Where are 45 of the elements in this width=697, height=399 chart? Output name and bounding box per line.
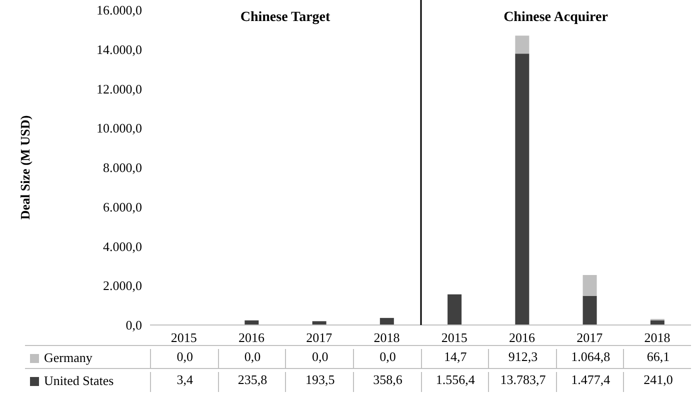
y-tick-label: 8.000,0 <box>103 160 142 176</box>
y-tick-label: 12.000,0 <box>96 81 142 96</box>
x-tick-label: 2017 <box>576 330 604 346</box>
y-tick-label: 14.000,0 <box>96 42 142 57</box>
legend-label: Germany <box>44 350 92 366</box>
y-tick-label: 6.000,0 <box>103 199 142 214</box>
bar <box>380 318 394 325</box>
legend-label: United States <box>44 373 114 389</box>
bar <box>515 36 530 54</box>
bar <box>582 274 597 296</box>
data-label: 0,0 <box>352 349 422 369</box>
x-tick-label: 2016 <box>238 330 265 346</box>
x-tick-label: 2015 <box>441 330 468 346</box>
data-label: 193,5 <box>285 372 354 392</box>
data-label: 1.064,8 <box>556 349 624 369</box>
y-tick-label: 4.000,0 <box>103 238 142 254</box>
data-label: 241,0 <box>623 372 692 392</box>
data-label: 0,0 <box>218 349 286 369</box>
data-label: 912,3 <box>488 349 557 369</box>
y-tick-label: 16.000,0 <box>96 2 142 18</box>
x-tick-label: 2018 <box>374 330 400 346</box>
annotation: Chinese Acquirer <box>502 10 609 26</box>
data-label: 235,8 <box>218 372 286 392</box>
data-label: 0,0 <box>285 349 354 369</box>
x-tick-label: 2018 <box>644 330 670 346</box>
bar <box>515 54 530 325</box>
data-label: 66,1 <box>623 349 692 369</box>
data-label: 14,7 <box>420 349 490 369</box>
data-label: 0,0 <box>150 349 219 369</box>
annotation: Chinese Target <box>239 10 332 26</box>
y-axis-title: Deal Size (M USD) <box>18 115 33 220</box>
y-tick-label: 10.000,0 <box>96 120 142 136</box>
bar <box>448 294 462 325</box>
y-tick-label: 0,0 <box>126 318 142 333</box>
bar <box>582 296 597 325</box>
x-tick-label: 2017 <box>306 330 333 346</box>
y-tick-label: 2.000,0 <box>103 278 142 294</box>
data-label: 1.556,4 <box>420 372 490 392</box>
data-label: 358,6 <box>352 372 422 392</box>
x-tick-label: 2016 <box>508 330 536 346</box>
data-label: 13.783,7 <box>488 372 557 392</box>
x-tick-label: 2015 <box>170 330 197 346</box>
data-label: 1.477,4 <box>556 372 624 392</box>
data-label: 3,4 <box>150 372 219 392</box>
bar <box>312 321 326 325</box>
